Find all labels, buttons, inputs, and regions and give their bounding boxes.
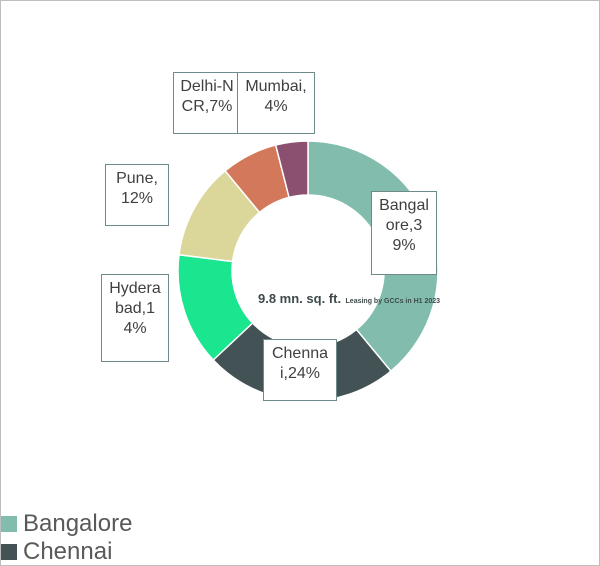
data-label-delhi-ncr: Delhi-NCR,7% (173, 72, 241, 134)
legend-label: Bangalore (23, 510, 133, 537)
center-main-text: 9.8 mn. sq. ft. (258, 291, 342, 306)
data-label-mumbai: Mumbai,4% (237, 72, 315, 134)
data-label-chennai: Chennai,24% (263, 339, 337, 401)
legend-item-chennai: Chennai (1, 538, 132, 565)
legend-label: Chennai (23, 538, 113, 565)
data-label-bangalore: Bangalore,39% (371, 191, 437, 275)
legend-item-bangalore: Bangalore (1, 510, 132, 538)
data-label-pune: Pune,12% (105, 164, 169, 226)
legend: Bangalore Chennai (1, 510, 132, 565)
legend-swatch (1, 516, 17, 532)
center-label: 9.8 mn. sq. ft. Leasing by GCCs in H1 20… (258, 290, 440, 308)
center-sub-text: Leasing by GCCs in H1 2023 (345, 298, 441, 305)
data-label-hyderabad: Hyderabad,14% (101, 274, 169, 362)
legend-swatch (1, 544, 17, 560)
slice-mumbai (274, 140, 309, 199)
